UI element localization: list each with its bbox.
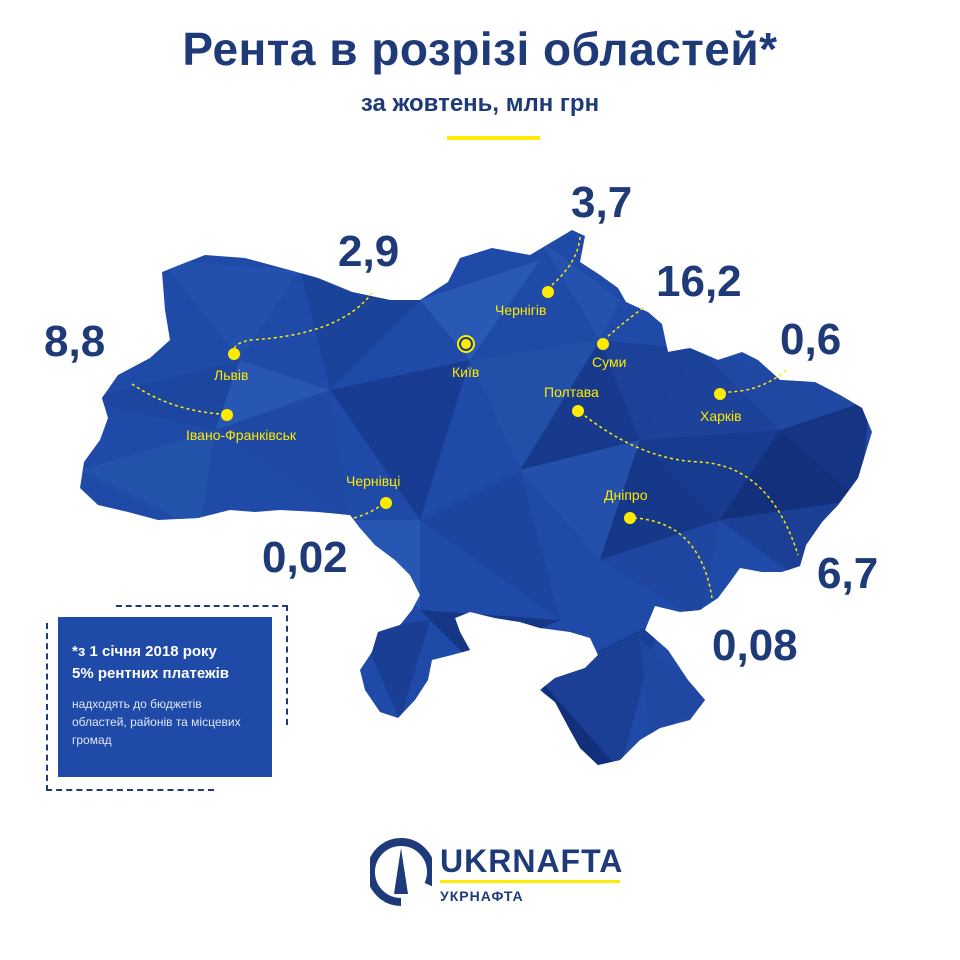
logo-subname: УКРНАФТА: [440, 888, 524, 904]
city-label-sumy: Суми: [592, 354, 627, 370]
value-ivano-frankivsk: 8,8: [44, 317, 106, 366]
city-marker-ivano-frankivsk: [221, 409, 233, 421]
city-label-lviv: Львів: [214, 367, 249, 383]
city-label-chernihiv: Чернігів: [495, 302, 547, 318]
map-facets: [80, 240, 870, 765]
city-marker-dnipro: [624, 512, 636, 524]
city-marker-lviv: [228, 348, 240, 360]
value-kharkiv: 0,6: [780, 315, 842, 364]
value-poltava: 6,7: [817, 549, 879, 598]
city-marker-chernihiv: [542, 286, 554, 298]
footnote-heading: *з 1 січня 2018 року 5% рентних платежів: [72, 643, 229, 682]
city-label-poltava: Полтава: [544, 384, 599, 400]
value-dnipro: 0,08: [712, 621, 798, 670]
leader-lines: [131, 236, 799, 599]
logo-underline: [440, 880, 620, 883]
ukrnafta-logo-icon: [370, 838, 432, 906]
city-label-chernivtsi: Чернівці: [346, 473, 401, 489]
footnote-frame: [46, 605, 288, 791]
city-label-kyiv: Київ: [452, 364, 480, 380]
page-subtitle: за жовтень, млн грн: [360, 90, 600, 117]
value-chernivtsi: 0,02: [262, 533, 348, 582]
city-marker-chernivtsi: [380, 497, 392, 509]
city-label-dnipro: Дніпро: [604, 487, 648, 503]
page-title: Рента в розрізі областей*: [182, 23, 778, 75]
footnote-box: *з 1 січня 2018 року 5% рентних платежів…: [58, 617, 272, 777]
city-marker-sumy: [597, 338, 609, 350]
footnote-body: надходять до бюджетів областей, районів …: [72, 697, 241, 747]
city-label-kharkiv: Харків: [700, 408, 742, 424]
city-marker-poltava: [572, 405, 584, 417]
value-lviv: 2,9: [338, 227, 400, 276]
city-marker-kharkiv: [714, 388, 726, 400]
value-chernihiv: 3,7: [571, 178, 633, 227]
city-label-ivano-frankivsk: Івано-Франківськ: [186, 427, 297, 443]
value-sumy: 16,2: [656, 257, 742, 306]
logo-name: UKRNAFTA: [440, 843, 624, 879]
title-underline: [447, 136, 540, 140]
capital-marker-kyiv: [459, 337, 473, 351]
